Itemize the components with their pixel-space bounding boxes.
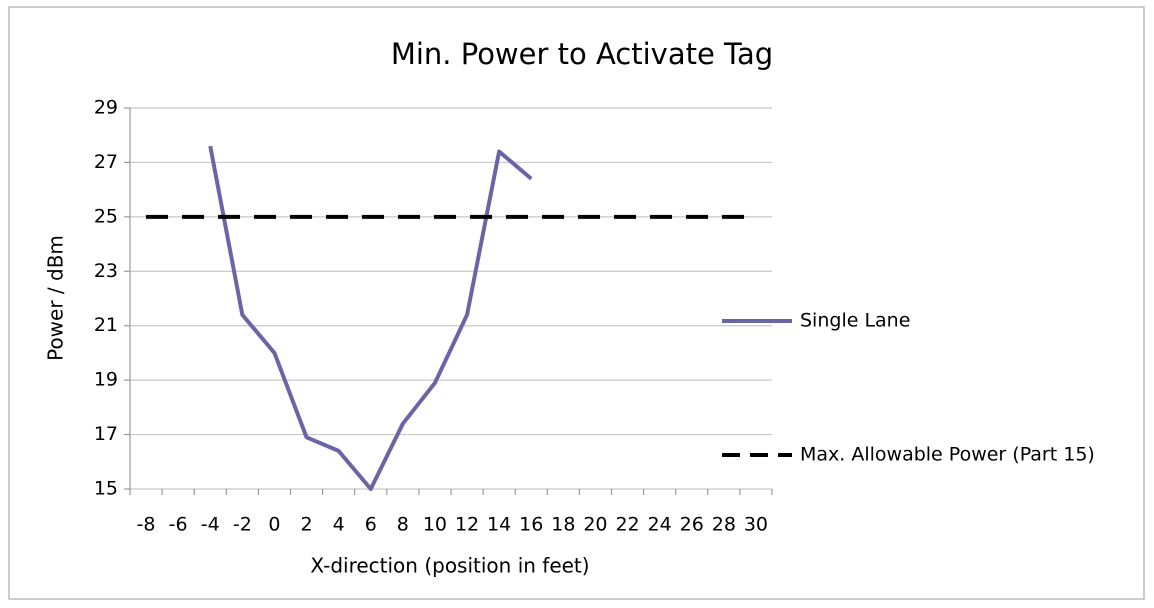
x-tick-label: 0 <box>268 514 280 536</box>
y-tick-label: 29 <box>94 97 118 119</box>
series-line <box>208 145 533 491</box>
y-axis-label: Power / dBm <box>44 235 68 361</box>
legend-label: Max. Allowable Power (Part 15) <box>800 444 1095 466</box>
x-axis-label: X-direction (position in feet) <box>310 554 589 578</box>
y-tick-label: 23 <box>94 260 118 282</box>
x-tick-label: -2 <box>233 514 252 536</box>
y-tick-label: 27 <box>94 151 118 173</box>
y-tick-label: 21 <box>94 314 118 336</box>
x-tick-label: 24 <box>648 514 672 536</box>
y-tick-label: 17 <box>94 423 118 445</box>
x-tick-label: 12 <box>455 514 479 536</box>
chart-frame <box>8 6 1145 600</box>
chart-title: Min. Power to Activate Tag <box>391 37 773 71</box>
x-tick-label: 8 <box>397 514 409 536</box>
x-tick-label: 18 <box>551 514 575 536</box>
x-tick-label: 2 <box>301 514 313 536</box>
x-tick-label: 16 <box>519 514 543 536</box>
x-tick-label: 30 <box>744 514 768 536</box>
legend-label: Single Lane <box>800 310 910 332</box>
x-tick-label: 10 <box>423 514 447 536</box>
x-tick-label: 22 <box>615 514 639 536</box>
x-tick-label: 6 <box>365 514 377 536</box>
x-tick-label: 26 <box>680 514 704 536</box>
y-tick-label: 15 <box>94 478 118 500</box>
x-tick-label: 20 <box>583 514 607 536</box>
x-tick-label: 14 <box>487 514 511 536</box>
x-tick-label: -6 <box>169 514 188 536</box>
y-tick-label: 19 <box>94 369 118 391</box>
x-tick-label: -4 <box>201 514 220 536</box>
x-tick-label: 28 <box>712 514 736 536</box>
x-tick-label: -8 <box>137 514 156 536</box>
y-tick-label: 25 <box>94 205 118 227</box>
x-tick-label: 4 <box>333 514 345 536</box>
